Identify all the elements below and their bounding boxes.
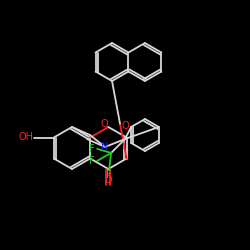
Text: F: F [106, 170, 112, 180]
Text: O: O [104, 175, 112, 185]
Text: O: O [121, 121, 129, 130]
Text: N: N [101, 142, 109, 152]
Text: F: F [89, 156, 95, 166]
Text: O: O [100, 119, 108, 129]
Text: F: F [89, 144, 95, 154]
Text: OH: OH [18, 132, 33, 142]
